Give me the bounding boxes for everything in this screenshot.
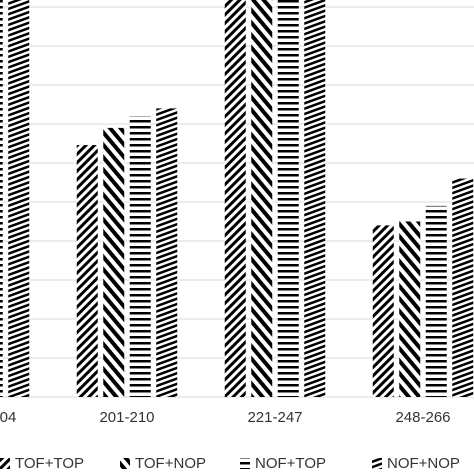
- bar: [304, 0, 326, 397]
- bar: [8, 0, 30, 397]
- legend-swatch: [372, 458, 382, 469]
- legend-label: NOF+TOP: [255, 455, 326, 472]
- x-tick-label: 248-266: [395, 409, 450, 426]
- legend-swatch: [120, 458, 130, 469]
- bar: [399, 221, 421, 397]
- legend-item: TOF+TOP: [0, 455, 84, 472]
- bar: [251, 0, 273, 397]
- bar: [224, 0, 246, 397]
- x-tick-label: 04: [0, 409, 16, 426]
- bar: [277, 0, 299, 397]
- bar: [0, 0, 3, 397]
- bar: [452, 178, 474, 397]
- x-tick-label: 221-247: [247, 409, 302, 426]
- legend-item: NOF+NOP: [372, 455, 460, 472]
- x-tick-label: 201-210: [99, 409, 154, 426]
- bar: [103, 127, 125, 398]
- bar: [372, 225, 394, 397]
- legend-label: TOF+TOP: [15, 455, 84, 472]
- legend-item: NOF+TOP: [240, 455, 326, 472]
- bar: [425, 205, 447, 397]
- legend-label: TOF+NOP: [135, 455, 206, 472]
- bar: [156, 108, 178, 398]
- legend-item: TOF+NOP: [120, 455, 206, 472]
- bar: [129, 116, 151, 397]
- bar: [76, 145, 98, 397]
- legend-label: NOF+NOP: [387, 455, 460, 472]
- legend-swatch: [240, 458, 250, 469]
- legend-swatch: [0, 458, 10, 469]
